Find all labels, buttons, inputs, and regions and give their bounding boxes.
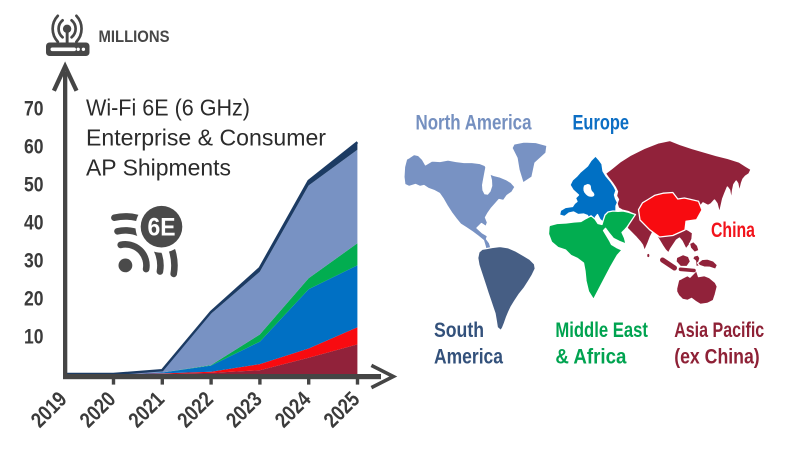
svg-text:Asia Pacific: Asia Pacific [674,318,764,342]
svg-text:70: 70 [24,97,44,121]
svg-text:North America: North America [416,111,533,135]
svg-text:AP Shipments: AP Shipments [86,155,231,181]
svg-text:China: China [711,218,756,242]
svg-text:& Africa: & Africa [555,345,627,369]
svg-text:20: 20 [24,287,44,311]
svg-text:6E: 6E [148,214,176,242]
svg-text:Europe: Europe [573,111,630,135]
svg-text:2022: 2022 [173,387,218,432]
svg-text:Enterprise & Consumer: Enterprise & Consumer [86,125,326,151]
svg-text:2025: 2025 [319,387,364,432]
svg-text:Middle East: Middle East [555,318,648,342]
svg-text:50: 50 [24,173,44,197]
svg-text:2023: 2023 [221,387,266,432]
svg-text:Wi-Fi 6E (6 GHz): Wi-Fi 6E (6 GHz) [86,95,250,121]
svg-text:30: 30 [24,249,44,273]
svg-text:2019: 2019 [26,387,71,432]
svg-text:(ex China): (ex China) [674,345,760,369]
svg-text:40: 40 [24,211,44,235]
svg-text:2021: 2021 [124,387,169,432]
svg-text:2020: 2020 [75,387,120,432]
svg-text:South: South [434,318,484,342]
svg-text:10: 10 [24,325,44,349]
svg-text:60: 60 [24,135,44,159]
svg-text:America: America [434,345,504,369]
svg-text:MILLIONS: MILLIONS [99,28,170,46]
svg-text:2024: 2024 [270,387,315,432]
